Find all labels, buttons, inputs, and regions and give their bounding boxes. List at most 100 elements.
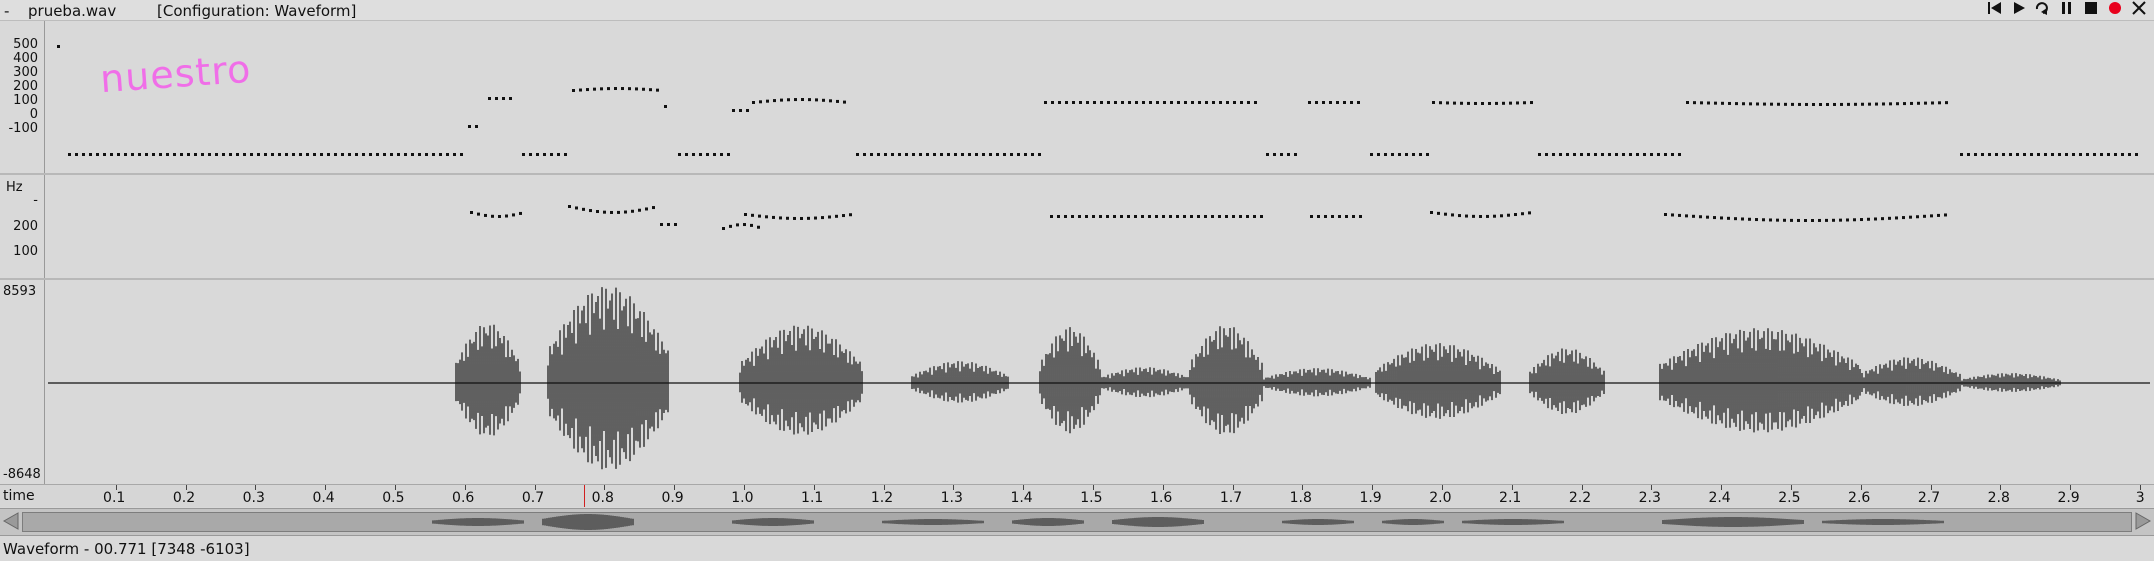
time-tick bbox=[1930, 485, 1932, 490]
pitch-axis: 500 400 300 200 100 0 -100 bbox=[0, 21, 42, 173]
menu-dash[interactable]: - bbox=[4, 2, 10, 20]
scroll-right-icon[interactable] bbox=[2134, 511, 2152, 531]
time-tick bbox=[1093, 485, 1094, 490]
overview-scrollbar[interactable] bbox=[0, 508, 2154, 536]
time-tick-label: 0.7 bbox=[521, 490, 545, 506]
time-tick bbox=[1232, 485, 1234, 490]
hz-tick-label: 200 bbox=[13, 219, 38, 234]
time-tick-label: 1.3 bbox=[940, 490, 963, 506]
time-tick-label: 0.2 bbox=[172, 490, 196, 506]
time-tick-label: 2.4 bbox=[1708, 490, 1731, 506]
stop-icon[interactable] bbox=[2082, 1, 2100, 19]
time-tick bbox=[674, 485, 676, 490]
time-tick-label: 0.5 bbox=[382, 490, 405, 506]
waveform-plot[interactable] bbox=[0, 280, 2154, 484]
close-icon[interactable] bbox=[2130, 1, 2148, 19]
pitch-tick-label: 200 bbox=[13, 79, 38, 94]
time-axis: time 0.1 0.2 0.3 0.4 0.5 0.6 0.7 0.8 0.9 1.0 1.1 1.… bbox=[0, 484, 2154, 507]
title-bar: - prueba.wav [Configuration: Waveform] bbox=[0, 0, 2154, 21]
waveform-panel[interactable]: 8593 -8648 bbox=[0, 280, 2154, 484]
hz-axis: - 200 100 bbox=[0, 175, 42, 278]
time-tick-label: 2.2 bbox=[1568, 490, 1592, 506]
time-tick bbox=[2070, 485, 2072, 490]
file-name: prueba.wav bbox=[28, 2, 117, 20]
loop-icon[interactable] bbox=[2034, 1, 2052, 19]
time-tick-label: 2.1 bbox=[1499, 490, 1522, 506]
time-tick bbox=[953, 485, 955, 490]
waveform-max-label: 8593 bbox=[3, 284, 37, 299]
time-tick-label: 0.3 bbox=[242, 490, 265, 506]
pitch-tick-label: 300 bbox=[13, 65, 38, 80]
formant-panel[interactable]: Hz - 200 100 bbox=[0, 175, 2154, 278]
configuration-label: [Configuration: Waveform] bbox=[157, 2, 357, 20]
time-tick bbox=[1302, 485, 1304, 490]
time-tick-label: 3 bbox=[2135, 490, 2145, 506]
pitch-tick-label: 0 bbox=[29, 107, 38, 122]
time-tick bbox=[883, 485, 885, 490]
time-tick bbox=[1651, 485, 1653, 490]
time-tick-label: 1.0 bbox=[731, 490, 754, 506]
time-tick-label: 2.8 bbox=[1987, 490, 2010, 506]
time-tick-label: 1.4 bbox=[1010, 490, 1033, 506]
time-tick bbox=[534, 485, 536, 490]
pitch-tick-label: 500 bbox=[13, 37, 38, 52]
time-tick-label: 0.1 bbox=[103, 490, 126, 506]
time-tick-label: 1.9 bbox=[1359, 490, 1382, 506]
time-tick bbox=[2140, 485, 2141, 490]
transport-controls bbox=[1986, 1, 2148, 19]
pitch-panel[interactable]: 500 400 300 200 100 0 -100 bbox=[0, 21, 2154, 173]
hz-tick-label: - bbox=[33, 193, 38, 208]
time-tick-label: 2.7 bbox=[1917, 490, 1941, 506]
time-tick bbox=[1442, 485, 1443, 490]
time-tick-label: 1.5 bbox=[1080, 490, 1103, 506]
time-tick-label: 0.8 bbox=[591, 490, 614, 506]
time-tick bbox=[464, 485, 466, 490]
time-tick bbox=[1581, 485, 1583, 490]
time-tick-label: 2.0 bbox=[1429, 490, 1452, 506]
time-tick bbox=[115, 485, 117, 490]
time-tick bbox=[1023, 485, 1025, 490]
time-tick-label: 1.6 bbox=[1150, 490, 1173, 506]
hz-unit-label: Hz bbox=[6, 180, 23, 195]
status-bar: Waveform - 00.771 [7348 -6103] bbox=[0, 536, 2154, 561]
time-tick-label: 2.3 bbox=[1638, 490, 1661, 506]
time-tick bbox=[813, 485, 815, 490]
time-tick bbox=[185, 485, 187, 490]
overview-waveform bbox=[432, 514, 1944, 530]
time-tick bbox=[395, 485, 396, 490]
hz-tick-label: 100 bbox=[13, 244, 38, 259]
time-tick bbox=[255, 485, 257, 490]
status-text: Waveform - 00.771 [7348 -6103] bbox=[3, 540, 250, 558]
time-tick bbox=[325, 485, 327, 490]
time-tick bbox=[1511, 485, 1513, 490]
scroll-thumb[interactable] bbox=[22, 512, 2132, 532]
play-icon[interactable] bbox=[2010, 1, 2028, 19]
time-tick bbox=[2000, 485, 2002, 490]
time-tick bbox=[1860, 485, 1862, 490]
time-tick-label: 0.4 bbox=[312, 490, 335, 506]
time-tick bbox=[1791, 485, 1792, 490]
skip-back-icon[interactable] bbox=[1986, 1, 2004, 19]
time-tick bbox=[604, 485, 606, 490]
waveform-min-label: -8648 bbox=[3, 467, 41, 482]
scroll-left-icon[interactable] bbox=[2, 511, 20, 531]
time-tick bbox=[1372, 485, 1374, 490]
pitch-plot[interactable] bbox=[0, 21, 2154, 173]
time-tick bbox=[1162, 485, 1164, 490]
time-tick-label: 1.8 bbox=[1289, 490, 1312, 506]
time-cursor bbox=[584, 485, 586, 507]
time-tick-label: 2.9 bbox=[2057, 490, 2080, 506]
time-tick-label: 0.6 bbox=[452, 490, 475, 506]
formant-plot[interactable] bbox=[0, 175, 2154, 278]
time-tick bbox=[744, 485, 745, 490]
time-tick-label: 1.1 bbox=[801, 490, 824, 506]
time-tick-label: 1.2 bbox=[870, 490, 894, 506]
record-icon[interactable] bbox=[2106, 1, 2124, 19]
time-tick-label: 2.5 bbox=[1778, 490, 1801, 506]
pitch-tick-label: 400 bbox=[13, 51, 38, 66]
time-tick bbox=[1721, 485, 1723, 490]
pause-icon[interactable] bbox=[2058, 1, 2076, 19]
pitch-tick-label: -100 bbox=[8, 121, 38, 136]
time-tick-label: 0.9 bbox=[661, 490, 684, 506]
pitch-tick-label: 100 bbox=[13, 93, 38, 108]
